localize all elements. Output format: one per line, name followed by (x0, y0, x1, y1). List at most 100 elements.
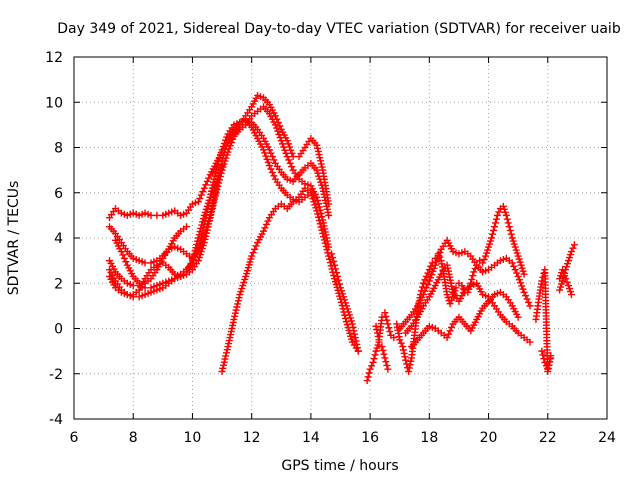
data-point (354, 347, 362, 355)
data-point (321, 239, 329, 247)
data-point (224, 148, 232, 156)
data-point (315, 213, 323, 221)
data-point (428, 271, 436, 279)
data-point (371, 351, 379, 359)
data-point (314, 197, 322, 205)
data-point (510, 262, 518, 270)
x-axis-label: GPS time / hours (281, 458, 398, 474)
data-point (209, 201, 217, 209)
data-point (567, 248, 575, 256)
data-point (281, 146, 289, 154)
data-point (188, 257, 196, 265)
data-point (370, 355, 378, 363)
data-point (513, 269, 521, 277)
grid (74, 57, 607, 419)
data-point (196, 228, 204, 236)
data-point (318, 163, 326, 171)
data-point (232, 306, 240, 314)
y-axis-label: SDTVAR / TECUs (6, 181, 22, 296)
data-point (226, 142, 234, 150)
data-point (122, 258, 130, 266)
data-point (515, 276, 523, 284)
data-point (488, 234, 496, 242)
x-tick-label: 24 (598, 430, 616, 446)
data-point (190, 250, 198, 258)
data-point (518, 282, 526, 290)
data-point (427, 274, 435, 282)
data-point (406, 361, 414, 369)
data-point (422, 272, 430, 280)
data-point (219, 143, 227, 151)
data-point (422, 284, 430, 292)
data-point (202, 232, 210, 240)
data-point (506, 226, 514, 234)
data-point (540, 355, 548, 363)
data-point (334, 272, 342, 280)
data-point (202, 181, 210, 189)
x-tick-label: 10 (184, 430, 202, 446)
data-point (445, 330, 453, 338)
data-point (218, 162, 226, 170)
y-tick-label: 10 (45, 95, 63, 111)
data-point (211, 192, 219, 200)
data-point (514, 313, 522, 321)
data-point (569, 244, 577, 252)
data-point (325, 200, 333, 208)
data-point (282, 149, 290, 157)
data-point (448, 296, 456, 304)
data-point (315, 200, 323, 208)
data-point (365, 369, 373, 377)
data-point (419, 279, 427, 287)
data-point (262, 220, 270, 228)
data-point (234, 297, 242, 305)
data-point (402, 356, 410, 364)
data-point (316, 220, 324, 228)
data-point (153, 211, 161, 219)
plot-frame (73, 56, 608, 420)
data-point (235, 294, 243, 302)
data-point (547, 354, 555, 362)
data-point (468, 275, 476, 283)
data-point (262, 152, 270, 160)
data-point (271, 112, 279, 120)
data-point (231, 309, 239, 317)
data-point (267, 165, 275, 173)
data-point (222, 349, 230, 357)
data-point (567, 291, 575, 299)
data-point (278, 140, 286, 148)
x-tick-label: 8 (129, 430, 138, 446)
data-point (544, 365, 552, 373)
data-point (383, 316, 391, 324)
data-point (379, 346, 387, 354)
data-point (517, 279, 525, 287)
data-point (212, 177, 220, 185)
data-point (233, 303, 241, 311)
data-point (217, 165, 225, 173)
data-point (519, 285, 527, 293)
data-point (196, 194, 204, 202)
data-point (213, 174, 221, 182)
data-point (283, 137, 291, 145)
data-point (207, 211, 215, 219)
data-point (504, 219, 512, 227)
data-point (314, 210, 322, 218)
data-point (268, 168, 276, 176)
data-point (261, 224, 269, 232)
data-point (193, 240, 201, 248)
data-point (330, 257, 338, 265)
data-point (425, 266, 433, 274)
data-point (353, 340, 361, 348)
data-point (252, 242, 260, 250)
data-point (511, 266, 519, 274)
data-point (378, 343, 386, 351)
data-point (208, 204, 216, 212)
data-point (210, 184, 218, 192)
data-point (289, 153, 297, 161)
data-point (489, 230, 497, 238)
data-point (319, 229, 327, 237)
data-point (541, 358, 549, 366)
data-point (386, 328, 394, 336)
data-point (261, 149, 269, 157)
data-point (313, 193, 321, 201)
data-point (264, 217, 272, 225)
